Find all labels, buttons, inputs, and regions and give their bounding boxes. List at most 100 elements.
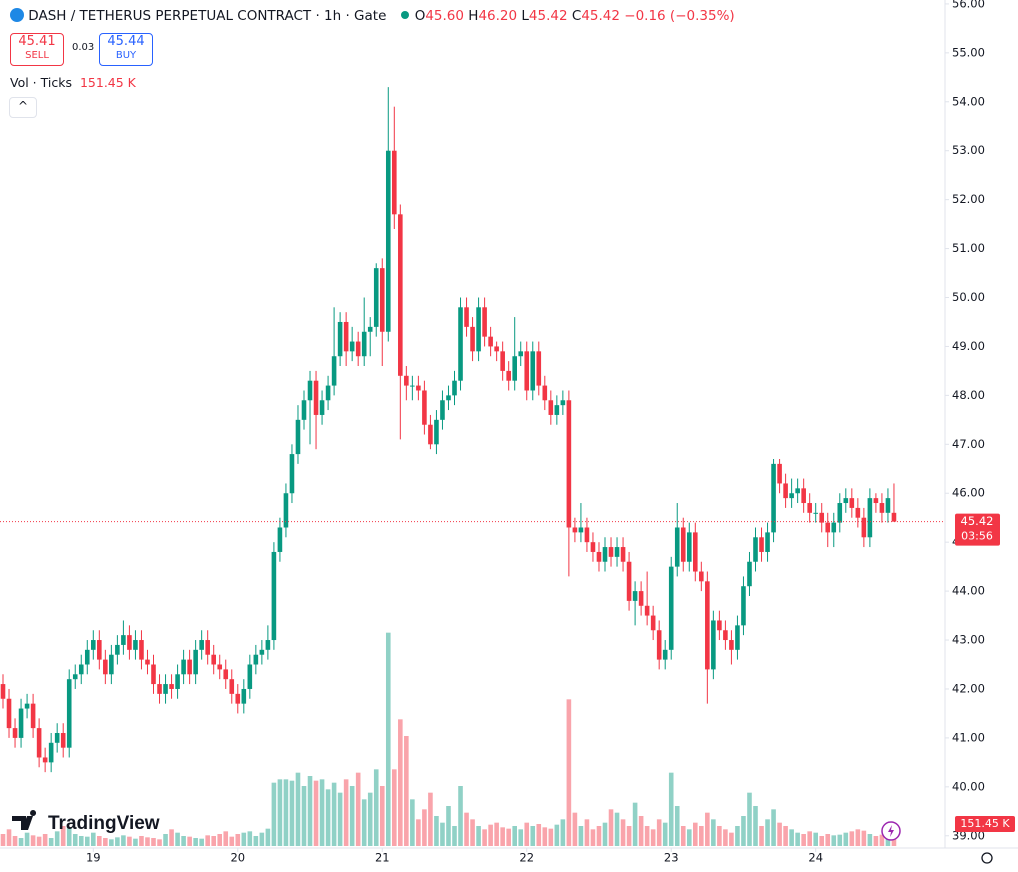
candle-body	[554, 405, 560, 415]
volume-bar	[590, 829, 596, 846]
candle-body	[602, 547, 608, 562]
buy-button[interactable]: 45.44 BUY	[99, 33, 153, 66]
candle-body	[289, 454, 295, 494]
candle-body	[777, 463, 782, 484]
candle-body	[614, 547, 620, 557]
candle-body	[349, 341, 355, 352]
collapse-button[interactable]: ^	[9, 97, 37, 118]
volume-bar	[367, 792, 373, 846]
candle-body	[506, 370, 511, 381]
candle-body	[771, 463, 776, 533]
candle-body	[181, 659, 186, 675]
volume-bar	[632, 802, 638, 846]
low-value: 45.42	[528, 8, 568, 24]
candle-body	[464, 307, 469, 327]
settings-button[interactable]	[981, 852, 993, 864]
candle-body	[596, 551, 602, 562]
volume-bar	[452, 826, 457, 846]
candle-body	[265, 640, 271, 650]
volume-bar	[686, 829, 692, 846]
candle-body	[512, 356, 517, 381]
candle-body	[608, 547, 614, 557]
volume-bar	[127, 836, 132, 846]
candle-body	[861, 517, 867, 538]
volume-bar	[121, 835, 126, 846]
volume-bar	[705, 812, 710, 846]
candle-body	[133, 640, 138, 650]
candle-body	[367, 326, 373, 332]
candle-body	[139, 640, 144, 660]
volume-bar	[434, 816, 439, 846]
volume-bar	[295, 772, 301, 846]
volume-bar	[753, 806, 758, 846]
volume-legend: Vol · Ticks 151.45 K	[10, 75, 136, 90]
volume-bar	[325, 789, 331, 846]
candle-body	[60, 733, 66, 748]
candle-body	[422, 390, 427, 425]
candle-body	[361, 331, 367, 357]
y-tick-label: 54.00	[952, 94, 985, 108]
volume-bar	[891, 835, 897, 846]
volume-bar	[512, 826, 517, 846]
candle-body	[319, 400, 325, 415]
sell-price: 45.41	[18, 34, 56, 49]
o-label: O	[414, 8, 426, 24]
candle-body	[867, 498, 873, 538]
candle-body	[458, 307, 463, 381]
price-tag-countdown: 03:56	[961, 530, 993, 543]
volume-bar	[656, 819, 662, 846]
volume-bar	[301, 786, 307, 846]
volume-bar	[18, 838, 24, 846]
volume-bar	[855, 829, 861, 846]
volume-bar	[217, 834, 223, 846]
volume-bar	[729, 832, 734, 846]
y-tick-label: 50.00	[952, 290, 985, 304]
volume-bar	[861, 830, 867, 846]
l-label: L	[521, 8, 529, 24]
volume-bar	[392, 769, 397, 846]
volume-bar	[825, 834, 831, 846]
volume-bar	[139, 836, 144, 846]
x-tick-label: 23	[664, 851, 679, 865]
volume-bar	[783, 826, 788, 846]
volume-bar	[283, 779, 289, 846]
candle-body	[343, 321, 349, 352]
volume-bar	[819, 836, 825, 846]
candle-body	[157, 684, 162, 694]
volume-bar	[241, 832, 247, 846]
volume-bar	[6, 829, 12, 846]
volume-bar	[235, 834, 241, 846]
volume-bar	[361, 799, 367, 846]
volume-bar	[530, 826, 536, 846]
sell-button[interactable]: 45.41 SELL	[10, 33, 64, 66]
candle-body	[590, 542, 596, 552]
volume-bar	[795, 832, 800, 846]
volume-bar	[313, 780, 319, 846]
volume-bar	[536, 824, 542, 846]
volume-bar	[693, 822, 698, 846]
volume-bar	[169, 829, 174, 846]
candle-body	[385, 150, 391, 332]
volume-bar	[584, 819, 590, 846]
candle-body	[271, 551, 277, 641]
candle-body	[313, 380, 319, 415]
candle-body	[843, 498, 849, 504]
volume-bar	[373, 769, 379, 846]
candle-body	[650, 615, 656, 631]
candle-body	[103, 659, 108, 675]
volume-bar	[717, 826, 722, 846]
candle-body	[277, 527, 283, 552]
candle-body	[187, 659, 192, 675]
candle-body	[470, 326, 475, 352]
candle-body	[48, 742, 54, 763]
volume-bar	[289, 780, 295, 846]
volume-bar	[789, 829, 794, 846]
price-tag-price: 45.42	[961, 514, 994, 528]
candle-body	[410, 385, 415, 387]
volume-bar	[223, 831, 229, 846]
candle-body	[638, 591, 644, 606]
y-tick-label: 46.00	[952, 486, 985, 500]
volume-bar	[711, 819, 716, 846]
volume-bar	[355, 772, 361, 846]
